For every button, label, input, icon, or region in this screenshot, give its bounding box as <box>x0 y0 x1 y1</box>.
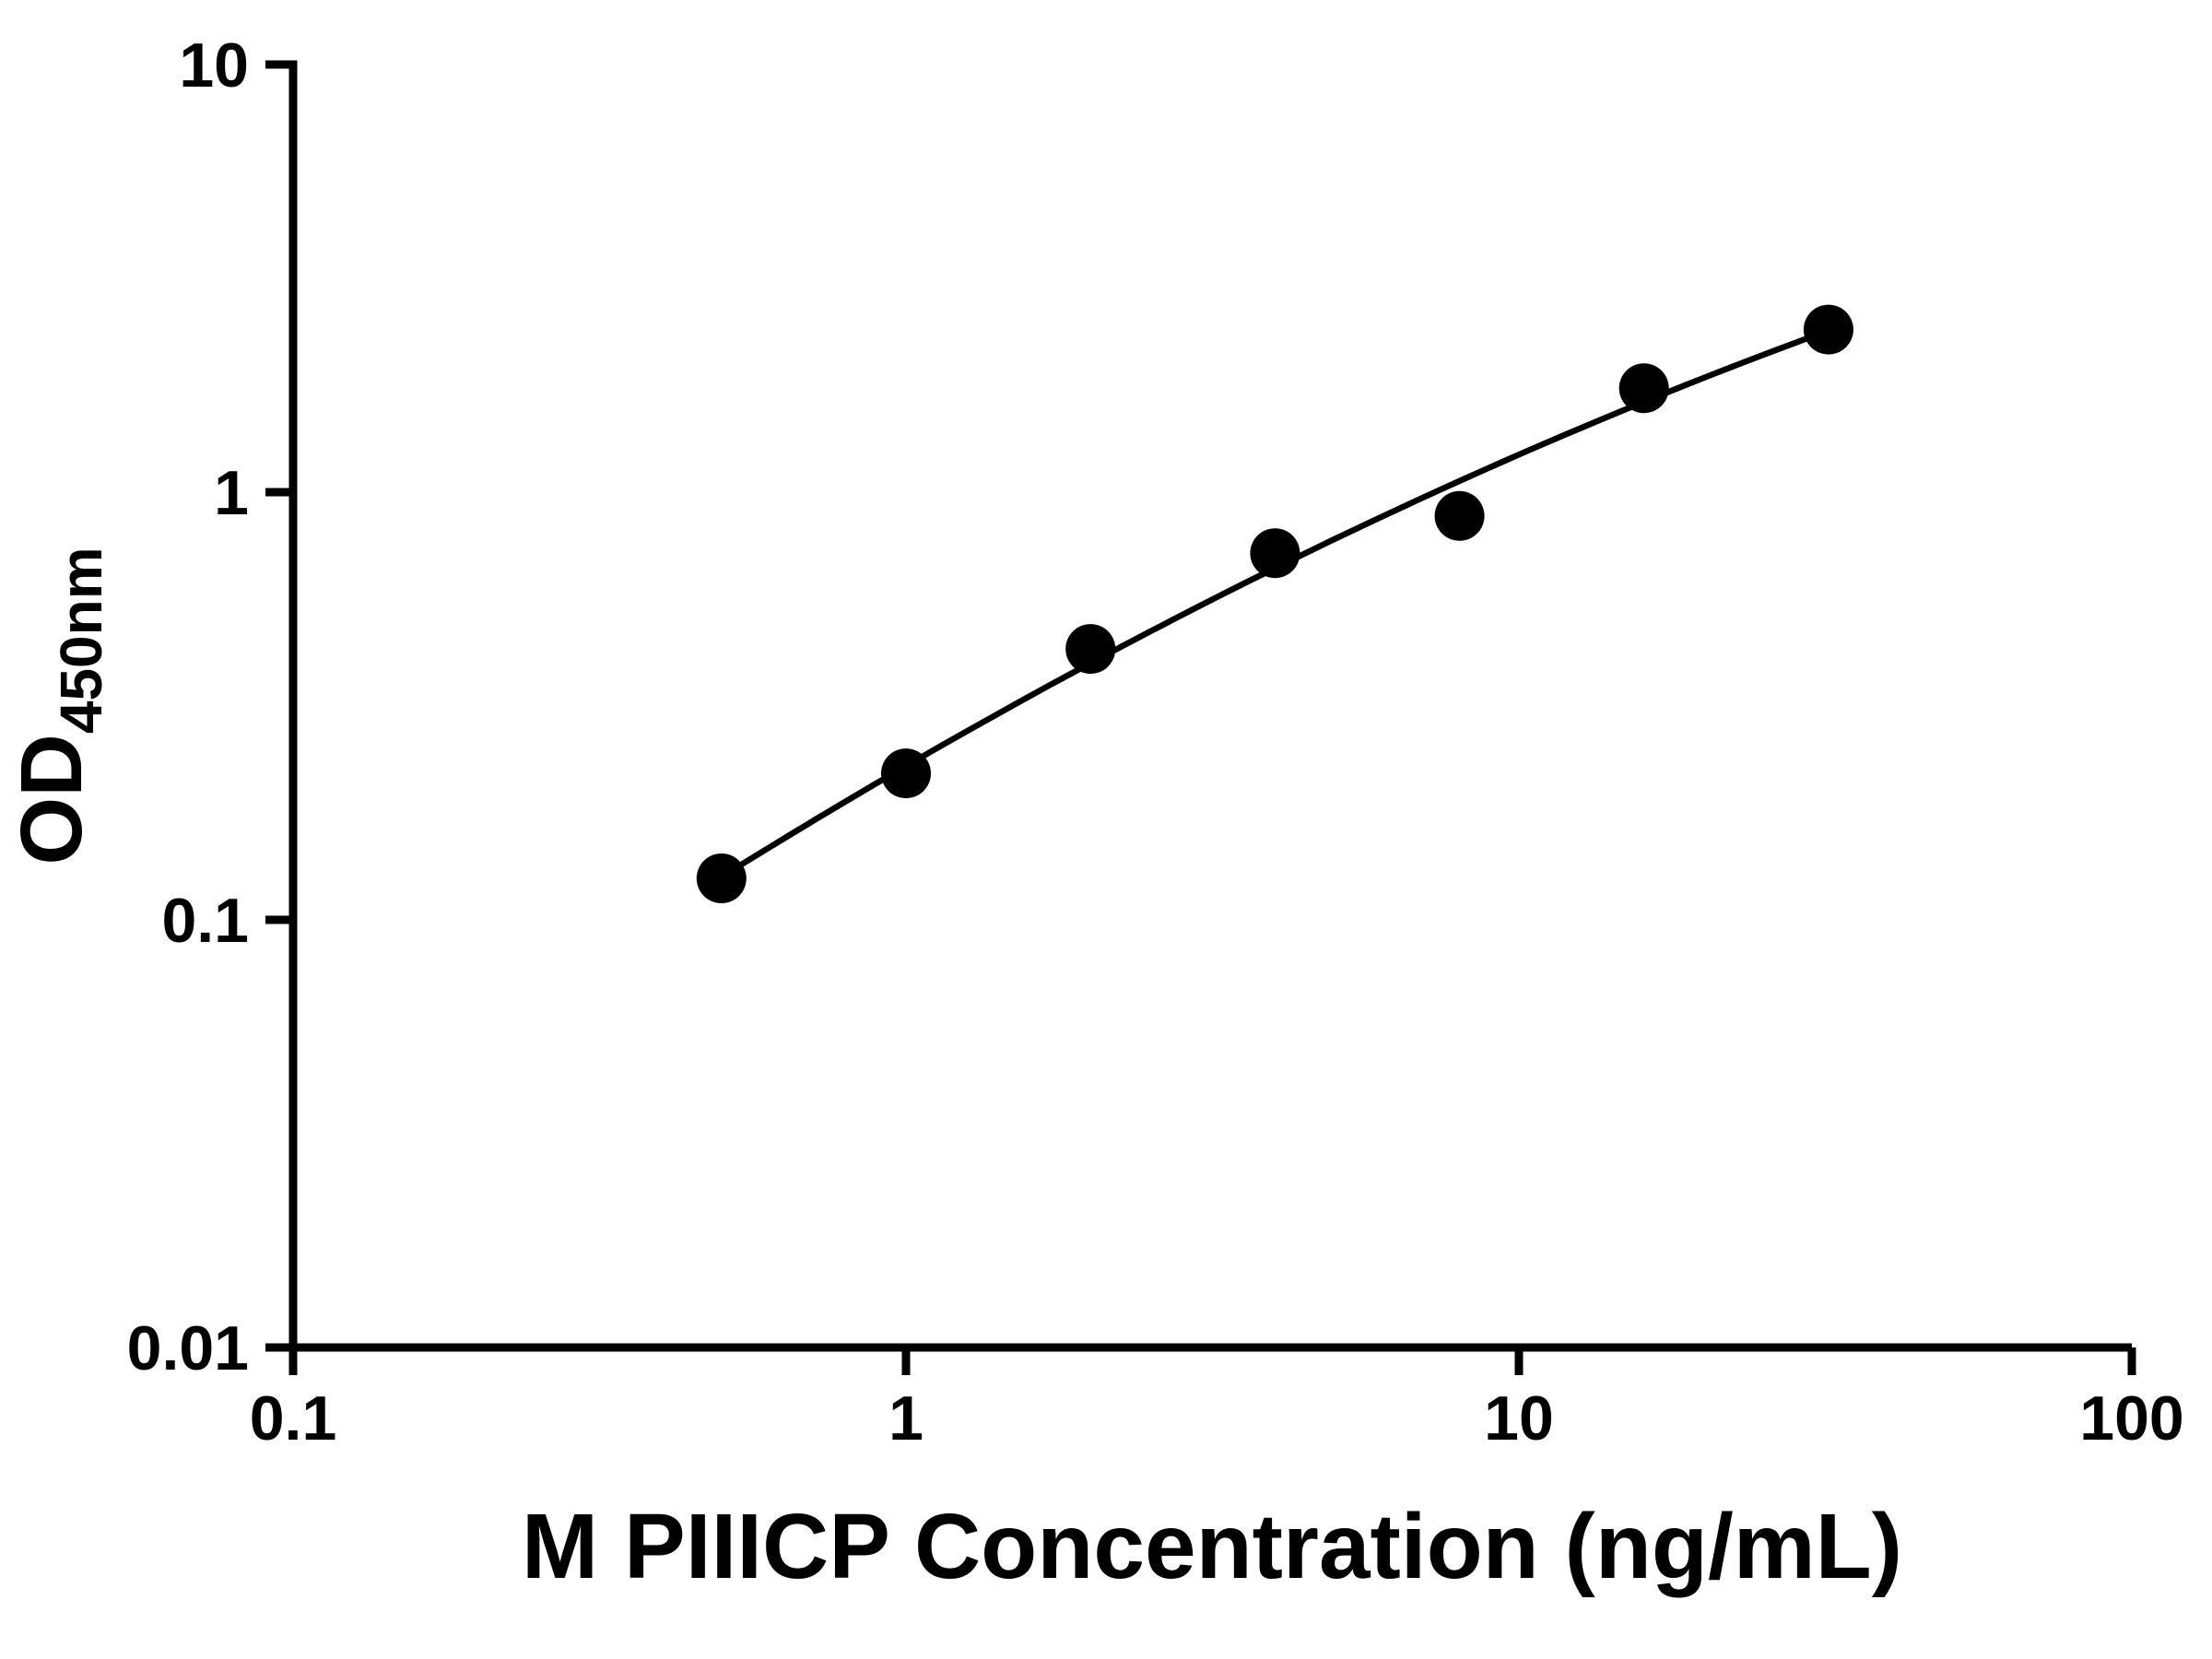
y-axis-title-main: OD <box>3 734 100 865</box>
series-layer <box>696 304 1853 903</box>
ticks-layer <box>265 60 2136 1375</box>
fit-curve <box>720 327 1830 880</box>
x-tick-label: 0.1 <box>250 1383 337 1453</box>
data-point <box>1250 528 1300 579</box>
data-point <box>1434 490 1485 541</box>
x-axis-title: M PIIICP Concentration (ng/mL) <box>522 1495 1902 1598</box>
y-axis-title-subscript: 450nm <box>48 547 114 734</box>
y-axis-title: OD450nm <box>3 547 114 865</box>
data-point <box>881 748 931 799</box>
axes-layer <box>288 60 2132 1352</box>
data-point <box>1618 363 1669 414</box>
axis-spines <box>288 60 2132 1352</box>
y-tick-label: 0.01 <box>127 1313 249 1383</box>
y-tick-label: 1 <box>214 458 249 528</box>
data-point <box>1065 624 1116 675</box>
x-tick-label: 10 <box>1484 1383 1554 1453</box>
x-tick-label: 1 <box>888 1383 924 1453</box>
y-tick-label: 0.1 <box>161 886 249 956</box>
y-tick-label: 10 <box>179 30 249 100</box>
x-tick-label: 100 <box>2079 1383 2183 1453</box>
data-point <box>1803 304 1853 355</box>
data-point <box>696 853 747 903</box>
